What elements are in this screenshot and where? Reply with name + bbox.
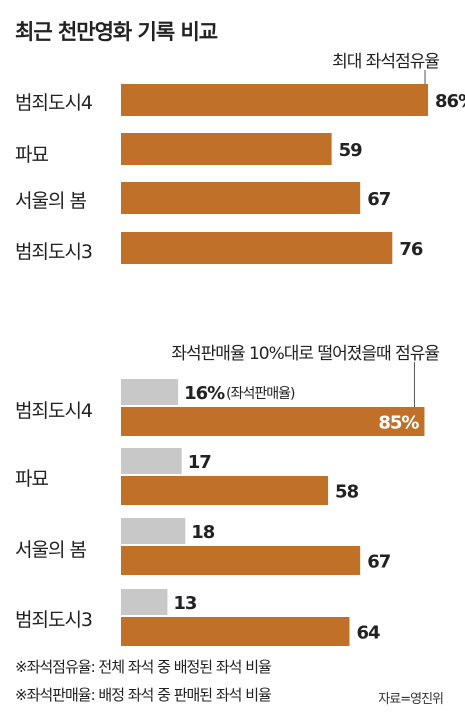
chart1-value-label-4: 76 — [399, 239, 423, 260]
chart1-value-label-3: 67 — [367, 189, 391, 210]
chart2-bar-orange-1 — [121, 407, 425, 436]
chart1-category-1: 범죄도시4 — [15, 92, 93, 114]
chart2-orange-value-label-2: 58 — [335, 482, 359, 503]
chart1-bar-3 — [121, 182, 361, 214]
chart1-bar-1 — [121, 84, 429, 116]
chart2-category-3: 서울의 봄 — [15, 539, 87, 561]
chart1-bar-2 — [121, 133, 332, 165]
chart2-category-1: 범죄도시4 — [15, 400, 93, 422]
chart2-bar-grey-2 — [121, 448, 182, 474]
chart2-bar-grey-4 — [121, 589, 168, 615]
chart2-grey-value-label-3: 18 — [191, 522, 215, 543]
chart2-orange-value-label-4: 64 — [356, 623, 380, 644]
chart1-title: 최대 좌석점유율 — [332, 52, 440, 72]
footnote-1: ※좌석점유율: 전체 좌석 중 배정된 좌석 비율 — [15, 658, 272, 676]
chart2-bar-orange-2 — [121, 476, 329, 505]
chart2-bar-orange-4 — [121, 617, 350, 646]
chart1-category-2: 파묘 — [15, 144, 49, 166]
footnote-2: ※좌석판매율: 배정 좌석 중 판매된 좌석 비율 — [15, 686, 272, 704]
chart2-grey-value-label-4: 13 — [173, 593, 197, 614]
chart2-orange-value-label-3: 67 — [367, 552, 391, 573]
chart1-category-3: 서울의 봄 — [15, 190, 87, 212]
chart1-value-label-2: 59 — [339, 140, 363, 161]
chart2-bar-orange-3 — [121, 546, 361, 575]
chart2-category-4: 범죄도시3 — [15, 609, 93, 631]
chart2-grey-value-label-2: 17 — [188, 452, 212, 473]
chart2-title: 좌석판매율 10%대로 떨어졌을때 점유율 — [171, 344, 440, 364]
chart2-grey-value-label-1: 16% — [184, 383, 225, 404]
chart2-bar-grey-1 — [121, 379, 179, 405]
source-credit: 자료=영진위 — [378, 692, 444, 707]
chart2-category-2: 파묘 — [15, 468, 49, 490]
chart2-series-note: (좌석판매율) — [226, 386, 295, 402]
chart1-value-label-1: 86% — [435, 91, 465, 112]
chart1-category-4: 범죄도시3 — [15, 241, 93, 263]
chart2-bar-grey-3 — [121, 518, 186, 544]
chart2-orange-value-label-1: 85% — [378, 413, 419, 434]
page-title: 최근 천만영화 기록 비교 — [15, 20, 218, 44]
chart1-bar-4 — [121, 232, 393, 264]
